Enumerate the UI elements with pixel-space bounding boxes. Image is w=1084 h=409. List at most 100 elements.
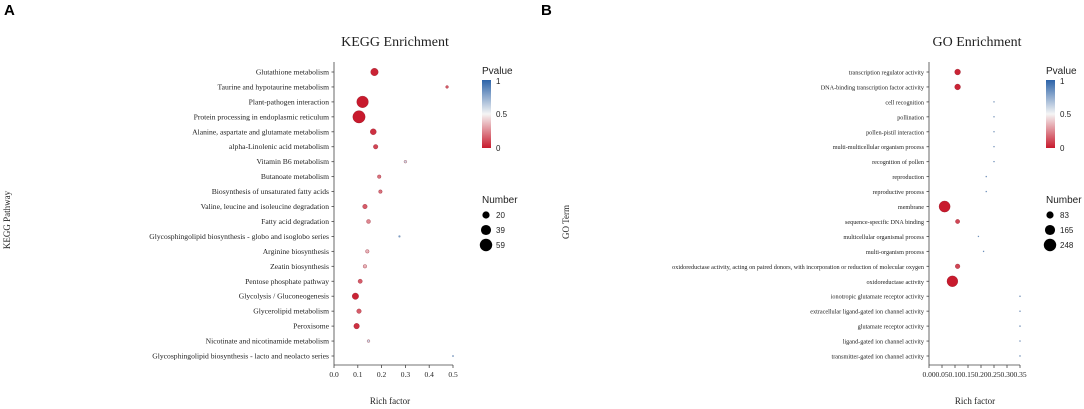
go-number-label-83: 83	[1060, 211, 1069, 220]
kegg-pvalue-tick-05: 0.5	[496, 110, 508, 119]
kegg-dots	[352, 68, 454, 357]
go-category-label: transcription regulator activity	[849, 70, 925, 77]
go-category-label: membrane	[898, 204, 924, 211]
kegg-pvalue-legend-title: Pvalue	[482, 66, 513, 77]
go-x-tick-label: 0.15	[961, 370, 974, 379]
kegg-category-label: Glycerolipid metabolism	[253, 307, 329, 316]
kegg-dot	[403, 160, 407, 164]
go-size-legend-dot	[1046, 211, 1054, 219]
kegg-category-label: Butanoate metabolism	[261, 172, 329, 181]
kegg-size-legend-dot	[480, 224, 492, 236]
kegg-dot	[356, 308, 362, 314]
go-category-label: recognition of pollen	[872, 159, 924, 166]
kegg-category-label: Pentose phosphate pathway	[245, 277, 329, 286]
go-pvalue-tick-1: 1	[1060, 77, 1065, 86]
panel-letter-b: B	[541, 2, 552, 19]
kegg-x-ticks: 0.0 0.1 0.2 0.3 0.4 0.5	[329, 365, 458, 379]
kegg-dot	[370, 68, 379, 76]
kegg-y-axis-title: KEGG Pathway	[2, 190, 12, 249]
go-category-label: reproduction	[892, 174, 924, 181]
go-pvalue-tick-0: 0	[1060, 144, 1065, 153]
kegg-number-label-59: 59	[496, 241, 505, 250]
kegg-dot	[378, 189, 383, 194]
go-category-label: extracellular ligand-gated ion channel a…	[810, 309, 925, 316]
go-x-tick-label: 0.30	[1000, 370, 1013, 379]
go-y-axis-title: GO Term	[561, 205, 571, 239]
kegg-dot	[452, 355, 454, 357]
kegg-dot	[373, 144, 379, 150]
go-dot	[985, 190, 988, 193]
kegg-category-labels: Glutathione metabolism Taurine and hypota…	[149, 68, 334, 361]
kegg-dot	[362, 264, 367, 269]
kegg-dot	[357, 278, 363, 284]
go-dot	[938, 200, 951, 213]
go-dot	[946, 275, 958, 287]
go-size-legend-dot	[1044, 224, 1056, 236]
kegg-chart-title: KEGG Enrichment	[341, 35, 449, 50]
go-category-label: multi-organism process	[866, 249, 925, 256]
go-category-label: glutamate receptor activity	[858, 324, 925, 331]
go-category-label: multicellular organismal process	[843, 234, 924, 241]
go-dot	[955, 219, 960, 224]
go-x-tick-label: 0.05	[935, 370, 948, 379]
go-dot	[993, 101, 995, 103]
go-dot	[993, 145, 995, 148]
kegg-category-label: Taurine and hypotaurine metabolism	[218, 82, 330, 91]
kegg-x-tick-label: 0.0	[329, 370, 339, 379]
kegg-number-label-20: 20	[496, 211, 505, 220]
go-dot	[1019, 340, 1021, 342]
go-category-label: ligand-gated ion channel activity	[843, 339, 925, 346]
go-category-label: DNA-binding transcription factor activit…	[821, 84, 925, 91]
panel-letter-a: A	[4, 2, 15, 19]
kegg-category-label: Protein processing in endoplasmic reticu…	[194, 112, 329, 121]
go-pvalue-legend: Pvalue 1 0.5 0	[1046, 66, 1077, 153]
go-pvalue-legend-title: Pvalue	[1046, 66, 1077, 77]
go-category-label: multi-multicellular organism process	[833, 144, 925, 151]
go-dot	[982, 250, 985, 253]
kegg-x-tick-label: 0.5	[448, 370, 458, 379]
go-x-tick-label: 0.10	[948, 370, 961, 379]
go-category-label: ionotropic glutamate receptor activity	[831, 294, 925, 301]
go-enrichment-chart: GO Enrichment transcription regulator ac…	[561, 35, 1082, 406]
go-number-legend-title: Number	[1046, 195, 1082, 206]
kegg-category-label: Glycolysis / Gluconeogenesis	[239, 292, 329, 301]
kegg-category-label: Glycosphingolipid biosynthesis - globo a…	[149, 232, 329, 241]
kegg-number-legend-title: Number	[482, 195, 518, 206]
go-dot	[954, 83, 961, 91]
kegg-x-axis-title: Rich factor	[370, 396, 410, 406]
go-category-label: oxidoreductase activity	[866, 279, 924, 286]
go-dots	[938, 68, 1021, 357]
kegg-category-label: Vitamin B6 metabolism	[256, 157, 329, 166]
kegg-category-label: Arginine biosynthesis	[263, 247, 329, 256]
go-dot	[985, 175, 988, 178]
kegg-dot	[356, 95, 369, 108]
kegg-size-legend-dot	[482, 211, 490, 219]
kegg-dot	[366, 219, 371, 224]
go-x-tick-label: 0.20	[974, 370, 987, 379]
kegg-dot	[352, 292, 359, 300]
kegg-x-tick-label: 0.3	[401, 370, 411, 379]
go-number-label-248: 248	[1060, 241, 1074, 250]
go-dot	[993, 130, 995, 133]
kegg-size-legend-dots	[479, 211, 493, 252]
go-pvalue-tick-05: 0.5	[1060, 110, 1072, 119]
kegg-dot	[398, 235, 401, 238]
go-dot	[954, 68, 961, 76]
kegg-dot	[445, 85, 449, 89]
kegg-dot	[366, 339, 371, 343]
go-category-label: pollination	[897, 114, 924, 121]
kegg-pvalue-legend: Pvalue 1 0.5 0	[482, 66, 513, 153]
kegg-number-label-39: 39	[496, 226, 505, 235]
go-x-tick-label: 0.00	[922, 370, 935, 379]
kegg-category-label: Plant-pathogen interaction	[249, 97, 330, 106]
go-number-legend: Number 83 165 248	[1043, 195, 1082, 252]
kegg-category-label: Nicotinate and nicotinamide metabolism	[206, 337, 329, 346]
kegg-enrichment-chart: KEGG Enrichment Glutathione metabolism Ta…	[2, 35, 518, 406]
kegg-pvalue-tick-1: 1	[496, 77, 501, 86]
go-category-label: sequence-specific DNA binding	[845, 219, 924, 226]
go-pvalue-colorbar	[1046, 80, 1055, 148]
kegg-pvalue-tick-0: 0	[496, 144, 501, 153]
go-dot	[977, 235, 980, 238]
go-dot	[1019, 355, 1021, 357]
